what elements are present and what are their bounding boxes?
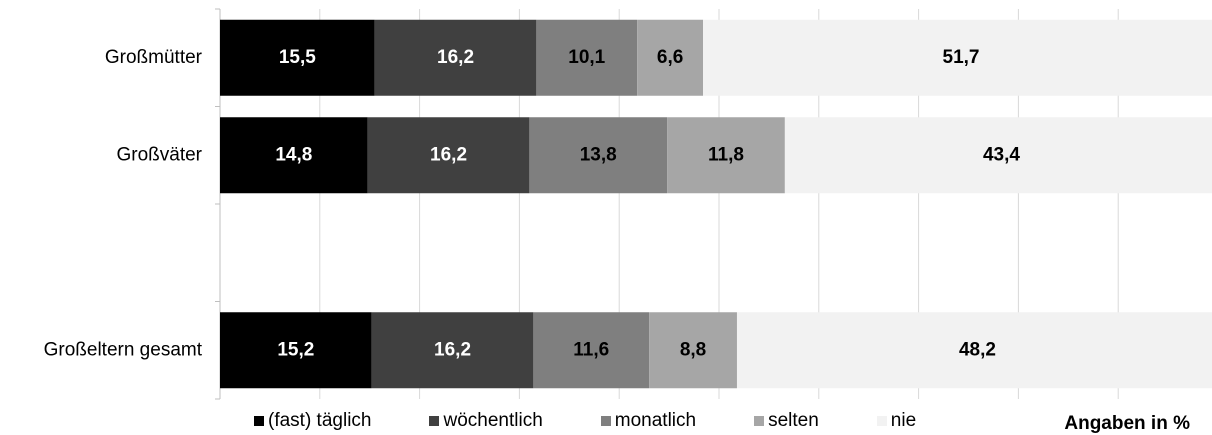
bar-segment — [667, 117, 785, 194]
unit-note: Angaben in % — [1064, 413, 1190, 434]
bar-segment — [784, 117, 1212, 194]
legend-item: selten — [754, 410, 819, 432]
category-label: Großväter — [116, 144, 202, 165]
stacked-bar-chart: Großmütter 15,5 16,2 10,1 6,6 51,7 Großväter 14… — [44, 8, 1212, 400]
legend-label: selten — [768, 410, 819, 431]
data-label: 15,2 — [277, 339, 314, 360]
data-label: 16,2 — [437, 47, 474, 68]
data-label: 13,8 — [580, 144, 617, 165]
data-label: 14,8 — [275, 144, 312, 165]
data-label: 43,4 — [983, 144, 1020, 165]
data-label: 16,2 — [430, 144, 467, 165]
data-label: 10,1 — [568, 47, 605, 68]
bar-segment — [533, 312, 650, 389]
legend: (fast) täglich wöchentlich monatlich selten… — [254, 409, 916, 433]
category-label: Großmütter — [105, 47, 203, 68]
legend-swatch — [754, 416, 765, 426]
data-label: 16,2 — [434, 339, 471, 360]
bar-segment — [371, 312, 534, 389]
legend-swatch — [429, 416, 440, 426]
bar-segment — [637, 19, 704, 96]
bar-segment — [736, 312, 1212, 389]
bar-segment — [220, 312, 372, 389]
legend-item: nie — [876, 410, 917, 432]
bar-segment — [220, 117, 368, 194]
bar-segment — [529, 117, 668, 194]
legend-swatch — [876, 416, 887, 426]
legend-label: (fast) täglich — [268, 410, 372, 431]
data-label: 8,8 — [680, 339, 706, 360]
legend-label: wöchentlich — [443, 410, 543, 431]
data-label: 15,5 — [279, 47, 316, 68]
legend-item: wöchentlich — [429, 410, 543, 432]
legend-item: (fast) täglich — [254, 410, 371, 432]
data-label: 11,8 — [708, 144, 744, 165]
bar-segment — [703, 19, 1212, 96]
data-label: 6,6 — [657, 47, 683, 68]
data-label: 48,2 — [959, 339, 996, 360]
legend-label: nie — [890, 410, 917, 431]
bar-segment — [374, 19, 537, 96]
bar-segment — [536, 19, 638, 96]
bar-segment — [220, 19, 375, 96]
bar-segment — [367, 117, 530, 194]
category-label: Großeltern gesamt — [44, 339, 203, 360]
data-label: 11,6 — [573, 339, 609, 360]
data-label: 51,7 — [943, 47, 980, 68]
bar-segment — [649, 312, 737, 389]
legend-swatch — [600, 416, 611, 426]
legend-label: monatlich — [614, 410, 697, 431]
legend-swatch — [254, 416, 264, 426]
legend-item: monatlich — [600, 410, 697, 432]
